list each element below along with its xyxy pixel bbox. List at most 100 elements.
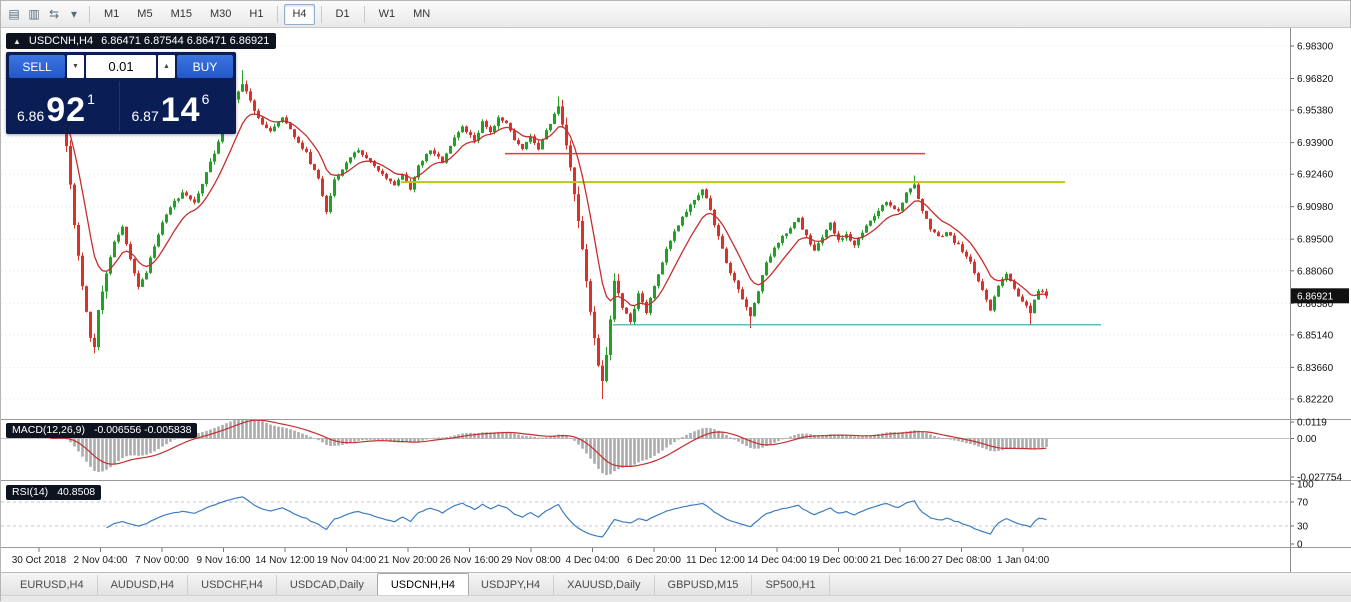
timeframe-w1[interactable]: W1 — [378, 8, 396, 20]
ma-line — [50, 113, 1047, 307]
tab-usdcad-daily[interactable]: USDCAD,Daily — [277, 575, 378, 595]
macd-values: -0.006556 -0.005838 — [93, 424, 192, 436]
svg-text:26 Nov 16:00: 26 Nov 16:00 — [440, 555, 500, 566]
svg-text:14 Nov 12:00: 14 Nov 12:00 — [255, 555, 315, 566]
rsi-value: 40.8508 — [57, 486, 96, 498]
macd-name: MACD(12,26,9) — [12, 424, 85, 436]
timeframe-group: M1 M5 M15 M30 H1 H4 D1 W1 MN — [95, 3, 439, 25]
price-axis[interactable]: 6.98300 6.96820 6.95380 6.93900 6.92460 6.909… — [1291, 42, 1349, 551]
svg-text:6.89500: 6.89500 — [1297, 235, 1334, 246]
svg-text:6 Dec 20:00: 6 Dec 20:00 — [627, 555, 681, 566]
svg-text:6.93900: 6.93900 — [1297, 138, 1334, 149]
svg-text:6.85140: 6.85140 — [1297, 330, 1334, 341]
timeframe-m1[interactable]: M1 — [104, 8, 120, 20]
svg-text:0.00: 0.00 — [1297, 434, 1317, 445]
svg-text:19 Dec 00:00: 19 Dec 00:00 — [809, 555, 869, 566]
sell-button[interactable]: SELL — [9, 55, 65, 78]
sell-price-prefix: 6.86 — [17, 108, 45, 124]
current-price-badge — [1291, 288, 1349, 304]
svg-text:6.95380: 6.95380 — [1297, 106, 1334, 117]
svg-text:6.98300: 6.98300 — [1297, 42, 1334, 53]
svg-text:100: 100 — [1297, 480, 1314, 491]
chart-tabbar: EURUSD,H4 AUDUSD,H4 USDCHF,H4 USDCAD,Daily U… — [1, 572, 1351, 595]
toolbar-separator — [320, 5, 322, 23]
macd-signal-line — [50, 419, 1047, 467]
rsi-name: RSI(14) — [12, 486, 49, 498]
timeframe-d1[interactable]: D1 — [335, 8, 350, 20]
macd-header-badge: MACD(12,26,9) -0.006556 -0.005838 — [6, 423, 198, 438]
svg-text:6.92460: 6.92460 — [1297, 170, 1334, 181]
svg-text:0.0119: 0.0119 — [1297, 418, 1327, 429]
ohlc-values: 6.86471 6.87544 6.86471 6.86921 — [101, 35, 270, 47]
sell-price[interactable]: 6.86 92 1 — [9, 81, 119, 131]
dropdown-caret-icon[interactable]: ▾ — [70, 7, 78, 21]
sell-price-pip: 1 — [87, 91, 95, 107]
buy-price-pip: 6 — [201, 91, 210, 107]
toolbar: ▤ ▥ ⇆ ▾ M1 M5 M15 M30 H1 H4 D1 W1 MN — [1, 1, 1350, 28]
time-axis[interactable]: 30 Oct 2018 2 Nov 04:00 7 Nov 00:00 9 Nov 1… — [12, 548, 1050, 566]
buy-price-big: 14 — [160, 91, 201, 129]
current-price-value: 6.86921 — [1297, 291, 1334, 302]
timeframe-h1[interactable]: H1 — [249, 8, 264, 20]
timeframe-mn[interactable]: MN — [413, 8, 431, 20]
buy-price[interactable]: 6.87 14 6 — [118, 81, 234, 131]
charts-icon[interactable]: ▥ — [28, 7, 40, 21]
svg-text:6.83660: 6.83660 — [1297, 363, 1334, 374]
rsi-header-badge: RSI(14) 40.8508 — [6, 485, 102, 500]
svg-text:19 Nov 04:00: 19 Nov 04:00 — [317, 555, 377, 566]
timeframe-m30[interactable]: M30 — [209, 8, 232, 20]
tab-usdjpy-h4[interactable]: USDJPY,H4 — [468, 575, 555, 595]
svg-text:29 Nov 08:00: 29 Nov 08:00 — [501, 555, 561, 566]
volume-decrease-button[interactable]: ▼ — [67, 55, 84, 78]
symbol-label: USDCNH,H4 — [28, 35, 94, 47]
svg-text:2 Nov 04:00: 2 Nov 04:00 — [74, 555, 128, 566]
tab-gbpusd-m15[interactable]: GBPUSD,M15 — [655, 575, 753, 595]
tab-sp500-h1[interactable]: SP500,H1 — [752, 575, 830, 595]
svg-text:6.96820: 6.96820 — [1297, 74, 1334, 85]
rsi-line — [106, 496, 1047, 538]
buy-price-prefix: 6.87 — [131, 108, 159, 124]
svg-text:6.88060: 6.88060 — [1297, 266, 1334, 277]
svg-text:1 Jan 04:00: 1 Jan 04:00 — [997, 555, 1050, 566]
symbol-ohlc-badge: ▲ USDCNH,H4 6.86471 6.87544 6.86471 6.86… — [6, 33, 277, 49]
svg-text:6.86580: 6.86580 — [1297, 299, 1334, 310]
toolbar-separator — [363, 5, 365, 23]
tab-usdchf-h4[interactable]: USDCHF,H4 — [188, 575, 277, 595]
chart-area: 6.98300 6.96820 6.95380 6.93900 6.92460 6.909… — [1, 28, 1351, 572]
app-icon: ▤ — [8, 7, 20, 21]
svg-text:6.82220: 6.82220 — [1297, 395, 1334, 406]
cycle-symbols-icon[interactable]: ⇆ — [48, 7, 60, 21]
svg-text:7 Nov 00:00: 7 Nov 00:00 — [135, 555, 189, 566]
svg-text:14 Dec 04:00: 14 Dec 04:00 — [747, 555, 807, 566]
horizontal-lines-layer[interactable] — [401, 152, 1101, 326]
svg-text:4 Dec 04:00: 4 Dec 04:00 — [566, 555, 620, 566]
tab-eurusd-h4[interactable]: EURUSD,H4 — [7, 575, 98, 595]
volume-input[interactable]: 0.01 — [86, 55, 156, 78]
svg-text:0: 0 — [1297, 540, 1303, 551]
svg-text:9 Nov 16:00: 9 Nov 16:00 — [197, 555, 251, 566]
svg-text:21 Nov 20:00: 21 Nov 20:00 — [378, 555, 438, 566]
svg-text:27 Dec 08:00: 27 Dec 08:00 — [932, 555, 992, 566]
svg-text:30 Oct 2018: 30 Oct 2018 — [12, 555, 67, 566]
svg-text:70: 70 — [1297, 498, 1309, 509]
svg-text:30: 30 — [1297, 522, 1309, 533]
one-click-trading-panel: SELL ▼ 0.01 ▲ BUY 6.86 92 1 6.87 14 6 — [6, 52, 236, 134]
sell-price-big: 92 — [46, 91, 87, 129]
toolbar-separator — [89, 5, 90, 23]
collapse-panel-icon[interactable]: ▲ — [13, 36, 21, 46]
tab-usdcnh-h4[interactable]: USDCNH,H4 — [376, 573, 470, 595]
buy-button[interactable]: BUY — [177, 55, 233, 78]
tab-audusd-h4[interactable]: AUDUSD,H4 — [98, 575, 189, 595]
timeframe-h4[interactable]: H4 — [284, 3, 315, 25]
svg-text:21 Dec 16:00: 21 Dec 16:00 — [870, 555, 930, 566]
svg-text:6.90980: 6.90980 — [1297, 202, 1334, 213]
svg-text:-0.027754: -0.027754 — [1297, 473, 1342, 484]
svg-text:11 Dec 12:00: 11 Dec 12:00 — [686, 555, 745, 566]
horizontal-scrollbar[interactable] — [1, 595, 1351, 602]
tab-xauusd-daily[interactable]: XAUUSD,Daily — [554, 575, 655, 595]
toolbar-separator — [277, 5, 279, 23]
timeframe-m15[interactable]: M15 — [170, 8, 192, 20]
volume-increase-button[interactable]: ▲ — [158, 55, 175, 78]
timeframe-m5[interactable]: M5 — [137, 8, 153, 20]
